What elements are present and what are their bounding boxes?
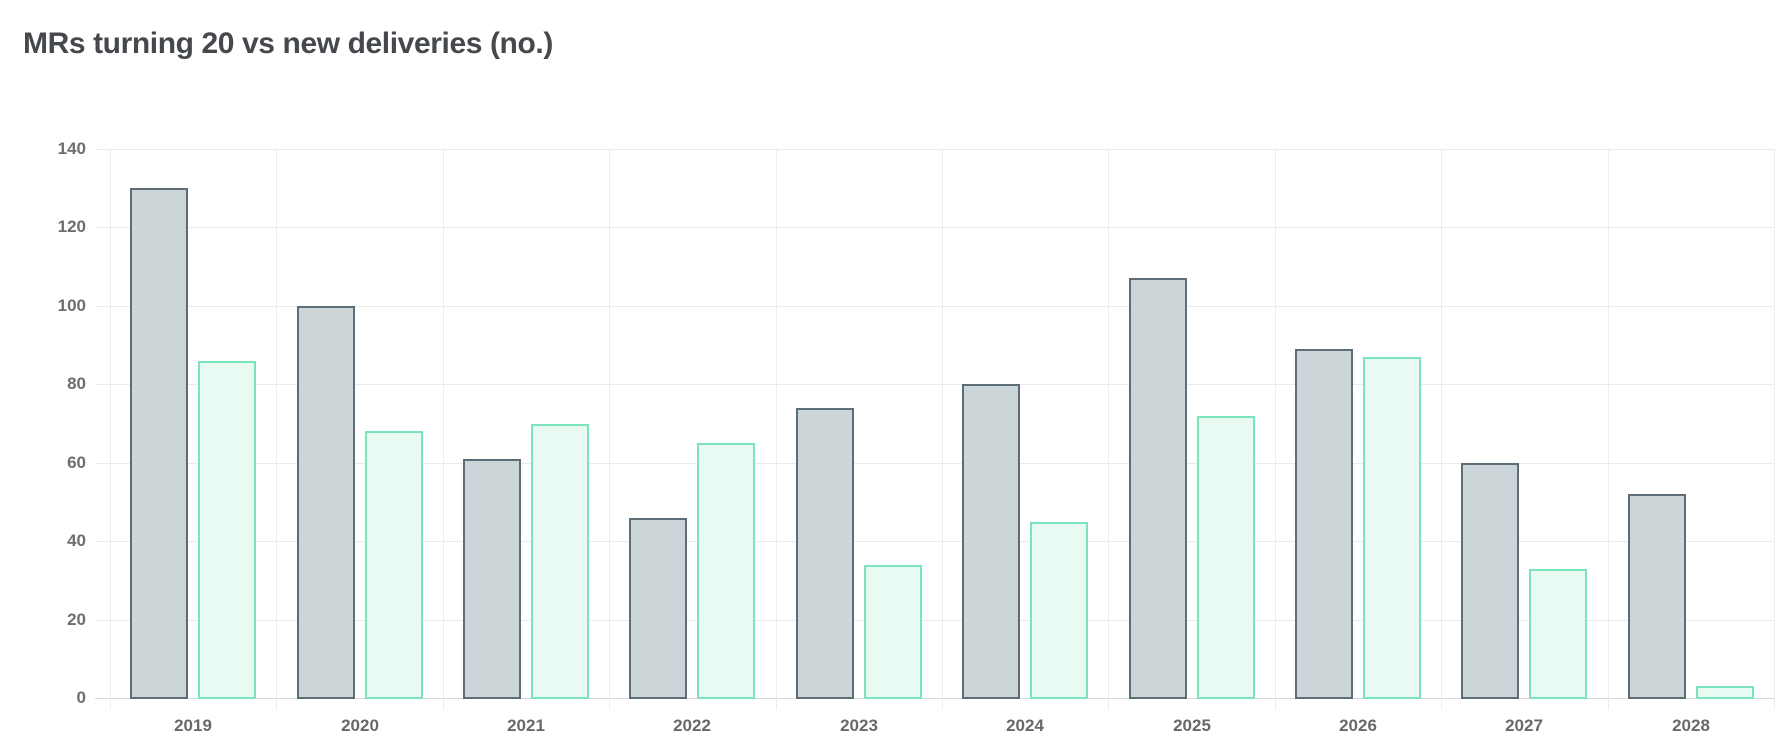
x-axis-tick-label-2019: 2019 bbox=[174, 716, 212, 735]
gridline-vertical-10 bbox=[1774, 149, 1775, 710]
x-axis-tick-label-2027: 2027 bbox=[1505, 716, 1543, 735]
gridline-horizontal-140 bbox=[95, 149, 1774, 150]
gridline-vertical-2 bbox=[443, 149, 444, 710]
bar-2022-new-deliveries[interactable] bbox=[697, 443, 755, 699]
gridline-horizontal-60 bbox=[95, 463, 1774, 464]
y-axis-tick-label-60: 60 bbox=[67, 453, 86, 472]
bar-2027-new-deliveries[interactable] bbox=[1529, 569, 1587, 699]
gridline-vertical-4 bbox=[776, 149, 777, 710]
x-axis-tick-label-2020: 2020 bbox=[341, 716, 379, 735]
bar-2019-new-deliveries[interactable] bbox=[198, 361, 256, 699]
y-axis-tick-label-100: 100 bbox=[57, 296, 86, 315]
x-axis-tick-label-2022: 2022 bbox=[673, 716, 711, 735]
x-axis-tick-label-2021: 2021 bbox=[507, 716, 545, 735]
bar-2021-mrs-turning-20[interactable] bbox=[463, 459, 521, 699]
bar-2022-mrs-turning-20[interactable] bbox=[629, 518, 687, 699]
gridline-horizontal-0 bbox=[95, 698, 1774, 699]
y-axis-tick-label-20: 20 bbox=[67, 610, 86, 629]
gridline-vertical-3 bbox=[609, 149, 610, 710]
x-axis-tick-label-2025: 2025 bbox=[1173, 716, 1211, 735]
bar-2023-mrs-turning-20[interactable] bbox=[796, 408, 854, 699]
gridline-horizontal-40 bbox=[95, 541, 1774, 542]
y-axis-tick-label-140: 140 bbox=[57, 139, 86, 158]
y-axis-tick-label-0: 0 bbox=[76, 688, 86, 707]
gridline-vertical-0 bbox=[110, 149, 111, 710]
bar-2019-mrs-turning-20[interactable] bbox=[130, 188, 188, 699]
bar-2025-mrs-turning-20[interactable] bbox=[1129, 278, 1187, 699]
bar-2027-mrs-turning-20[interactable] bbox=[1461, 463, 1519, 699]
bar-2028-mrs-turning-20[interactable] bbox=[1628, 494, 1686, 699]
gridline-horizontal-80 bbox=[95, 384, 1774, 385]
bar-2028-new-deliveries[interactable] bbox=[1696, 686, 1754, 699]
x-axis-tick-label-2026: 2026 bbox=[1339, 716, 1377, 735]
gridline-horizontal-20 bbox=[95, 620, 1774, 621]
bar-2020-new-deliveries[interactable] bbox=[365, 431, 423, 699]
gridline-vertical-6 bbox=[1108, 149, 1109, 710]
gridline-vertical-1 bbox=[276, 149, 277, 710]
gridline-horizontal-100 bbox=[95, 306, 1774, 307]
gridline-vertical-7 bbox=[1275, 149, 1276, 710]
gridline-vertical-9 bbox=[1608, 149, 1609, 710]
y-axis-tick-label-120: 120 bbox=[57, 217, 86, 236]
x-axis-tick-label-2023: 2023 bbox=[840, 716, 878, 735]
x-axis-tick-label-2024: 2024 bbox=[1006, 716, 1044, 735]
gridline-horizontal-120 bbox=[95, 227, 1774, 228]
x-axis-tick-label-2028: 2028 bbox=[1672, 716, 1710, 735]
y-axis-tick-label-40: 40 bbox=[67, 531, 86, 550]
bar-2025-new-deliveries[interactable] bbox=[1197, 416, 1255, 699]
bar-2024-new-deliveries[interactable] bbox=[1030, 522, 1088, 699]
gridline-vertical-8 bbox=[1441, 149, 1442, 710]
gridline-vertical-5 bbox=[942, 149, 943, 710]
bar-2024-mrs-turning-20[interactable] bbox=[962, 384, 1020, 699]
chart-title: MRs turning 20 vs new deliveries (no.) bbox=[23, 27, 553, 60]
bar-2026-mrs-turning-20[interactable] bbox=[1295, 349, 1353, 699]
bar-2021-new-deliveries[interactable] bbox=[531, 424, 589, 699]
bar-2023-new-deliveries[interactable] bbox=[864, 565, 922, 699]
bar-2020-mrs-turning-20[interactable] bbox=[297, 306, 355, 699]
bar-2026-new-deliveries[interactable] bbox=[1363, 357, 1421, 699]
y-axis-tick-label-80: 80 bbox=[67, 374, 86, 393]
